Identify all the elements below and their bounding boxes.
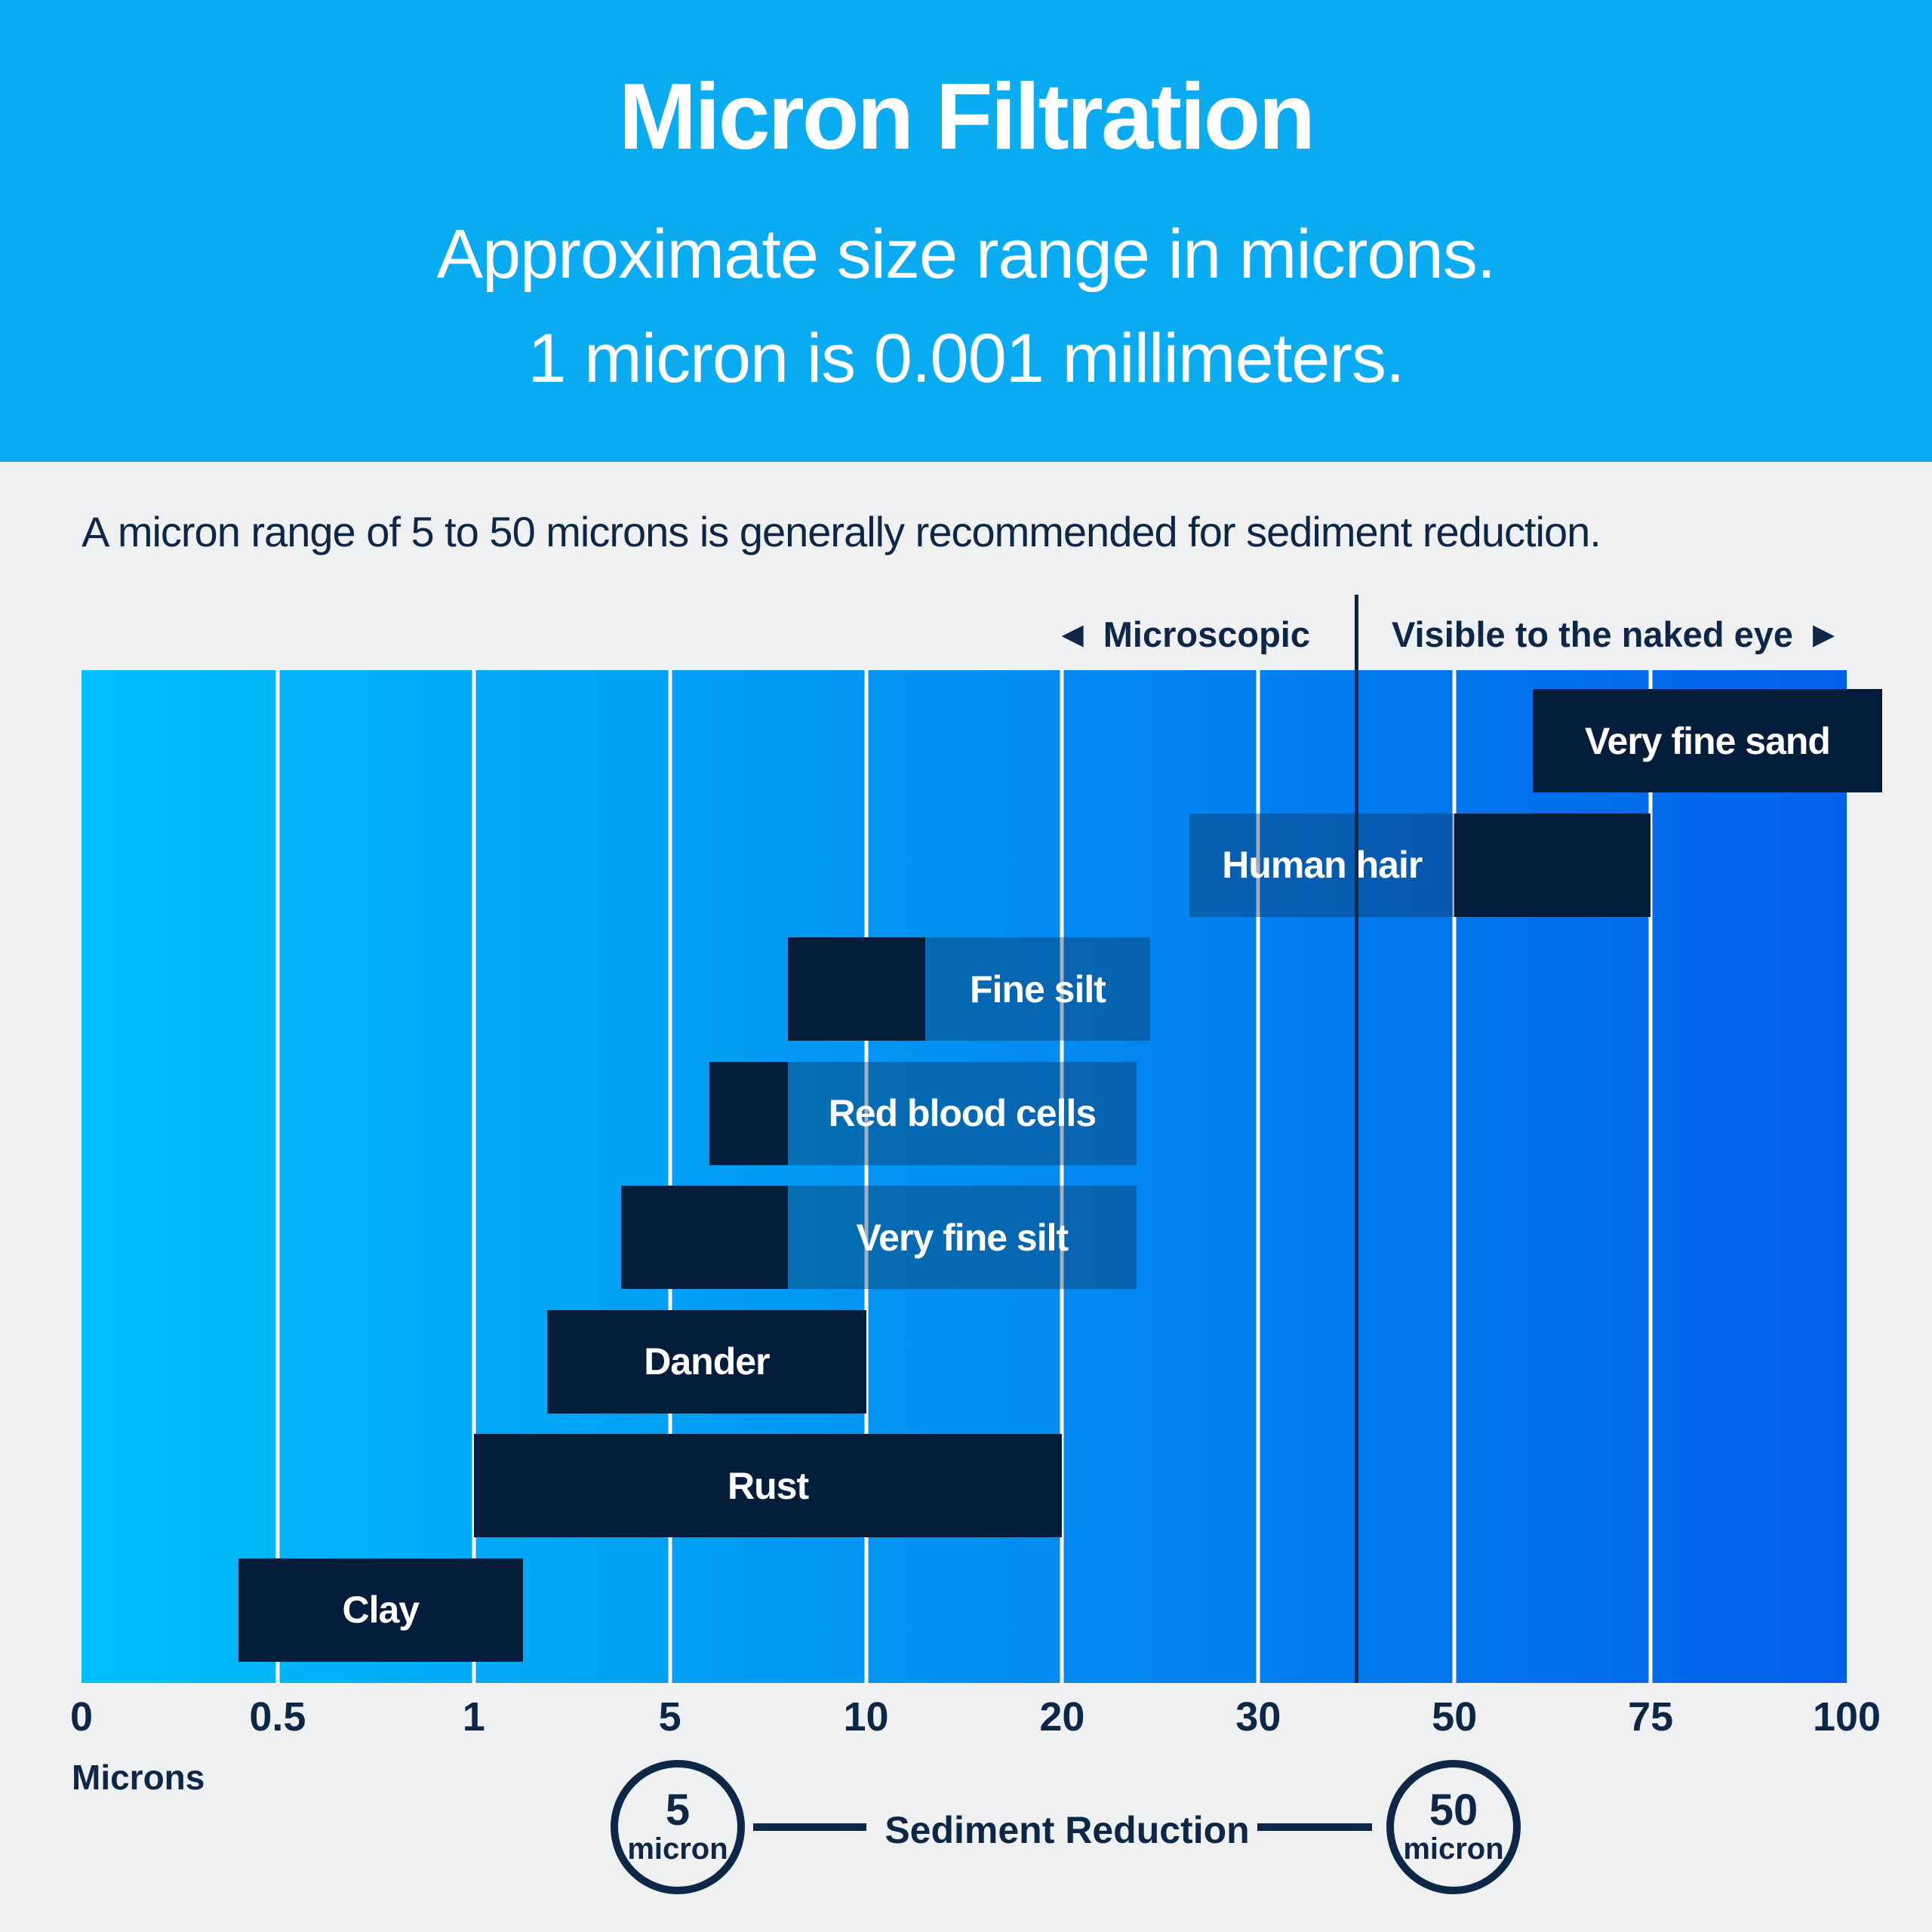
page-title: Micron Filtration	[618, 65, 1315, 169]
page-subtitle: Approximate size range in microns. 1 mic…	[0, 202, 1932, 411]
x-axis: 0 0.5 1 5 10 20 30 50 75 100	[0, 1694, 1932, 1746]
bar-label: Clay	[342, 1589, 420, 1631]
bar-label-box: Human hair	[1189, 813, 1455, 917]
gridline	[864, 670, 869, 1683]
bar-range	[620, 1186, 788, 1289]
bar-row: Rust	[82, 1434, 1847, 1537]
legend-connector-left	[753, 1823, 866, 1831]
zone-label-microscopic-text: Microscopic	[1103, 614, 1310, 654]
legend-circle-50-unit: micron	[1403, 1832, 1504, 1866]
bar-row: Very fine sand	[82, 689, 1882, 792]
subtitle-line-2: 1 micron is 0.001 millimeters.	[528, 320, 1404, 397]
axis-tick-label: 10	[843, 1694, 889, 1740]
legend-circle-50-value: 50	[1429, 1786, 1478, 1835]
bar-row: Clay	[82, 1558, 1847, 1662]
legend-circle-5-micron: 5 micron	[611, 1760, 745, 1894]
zone-label-visible-text: Visible to the naked eye	[1392, 614, 1794, 654]
gridline	[275, 670, 280, 1683]
bar-range: Clay	[238, 1558, 523, 1662]
axis-tick-label: 30	[1235, 1694, 1281, 1740]
microscopic-visible-divider-line	[1354, 595, 1358, 1683]
gridline	[1452, 670, 1457, 1683]
bar-label: Very fine silt	[856, 1216, 1069, 1259]
axis-tick-label: 50	[1432, 1694, 1478, 1740]
bar-label-box: Red blood cells	[787, 1061, 1137, 1165]
bar-row: Red blood cells	[82, 1061, 1847, 1165]
right-triangle-icon: ▶	[1813, 617, 1835, 651]
bar-label: Dander	[644, 1340, 770, 1383]
bar-row: Fine silt	[82, 937, 1847, 1041]
gridline	[1648, 670, 1653, 1683]
legend-circle-5-unit: micron	[627, 1832, 728, 1866]
legend-label: Sediment Reduction	[884, 1809, 1250, 1851]
axis-tick-label: 100	[1812, 1694, 1881, 1740]
bar-range	[709, 1061, 788, 1165]
axis-tick-label: 75	[1628, 1694, 1674, 1740]
gridline	[1060, 670, 1064, 1683]
axis-tick-label: 1	[462, 1694, 485, 1740]
axis-tick-label: 0	[69, 1694, 94, 1740]
axis-tick-label: 5	[658, 1694, 681, 1740]
bar-label-box: Fine silt	[924, 937, 1151, 1041]
bar-label: Very fine sand	[1584, 719, 1831, 762]
x-axis-title: Microns	[72, 1758, 205, 1797]
bar-label: Rust	[728, 1464, 809, 1507]
zone-label-visible: Visible to the naked eye ▶	[1392, 613, 1835, 655]
bar-row: Human hair	[82, 813, 1847, 917]
zone-label-microscopic: ◀ Microscopic	[1062, 613, 1310, 655]
axis-tick-label: 20	[1039, 1694, 1085, 1740]
gridline	[668, 670, 672, 1683]
legend-circle-5-value: 5	[665, 1786, 691, 1835]
bar-label-box: Very fine silt	[787, 1186, 1137, 1289]
bar-label: Fine silt	[969, 968, 1106, 1011]
bar-range	[1454, 813, 1651, 917]
bar-range: Rust	[473, 1434, 1063, 1537]
bar-label: Human hair	[1222, 844, 1423, 886]
bar-label: Red blood cells	[828, 1092, 1097, 1134]
gridline	[472, 670, 476, 1683]
bar-row: Dander	[82, 1309, 1847, 1414]
subtitle-line-1: Approximate size range in microns.	[436, 216, 1497, 293]
header-banner: Micron Filtration Approximate size range…	[0, 0, 1932, 462]
bar-row: Very fine silt	[82, 1186, 1847, 1289]
legend-circle-50-micron: 50 micron	[1386, 1760, 1521, 1894]
bar-range	[787, 937, 925, 1041]
gridline	[1256, 670, 1260, 1683]
micron-range-chart: Very fine sand Human hair Fine silt Red blo…	[82, 670, 1882, 1683]
legend-connector-right	[1257, 1823, 1372, 1831]
recommendation-note: A micron range of 5 to 50 microns is gen…	[82, 508, 1601, 555]
bar-range: Very fine sand	[1533, 689, 1882, 792]
left-triangle-icon: ◀	[1061, 617, 1084, 651]
bar-range: Dander	[547, 1309, 866, 1414]
axis-tick-label: 0.5	[249, 1694, 306, 1740]
